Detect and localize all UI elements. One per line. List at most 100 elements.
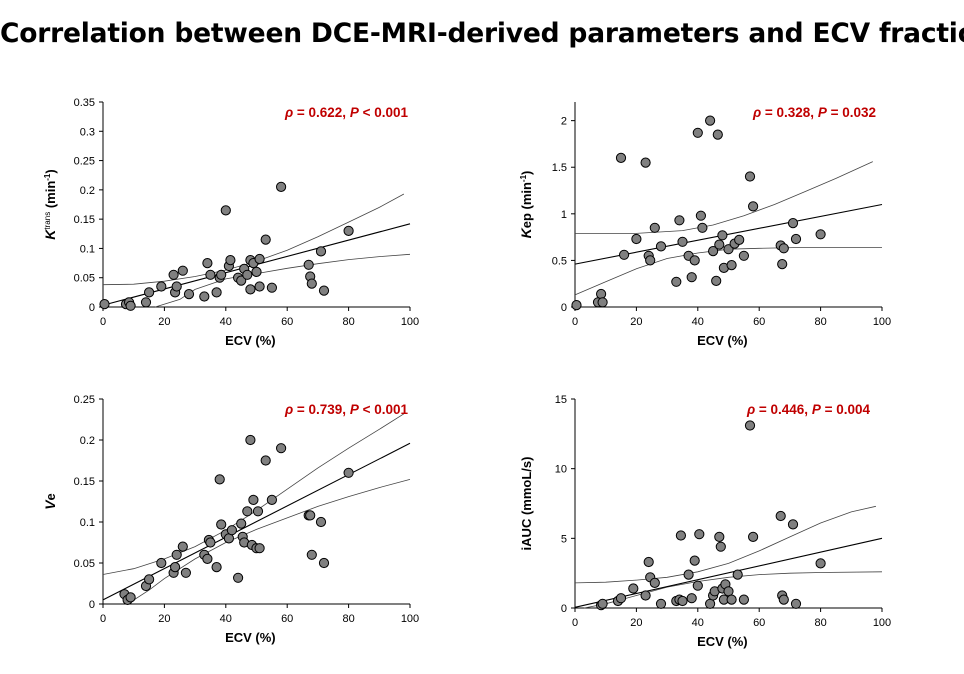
correlation-annotation: ρ = 0.328, P = 0.032 (752, 105, 876, 120)
data-point (597, 598, 608, 609)
y-tick-label: 10 (555, 464, 567, 476)
y-tick-label: 0 (561, 302, 567, 314)
data-point (628, 583, 639, 594)
y-tick-label: 0.25 (74, 156, 95, 168)
correlation-annotation: ρ = 0.622, P < 0.001 (284, 105, 409, 120)
data-point (254, 253, 265, 265)
ci-lower-line (155, 253, 411, 308)
data-point (645, 255, 656, 266)
correlation-annotation: ρ = 0.739, P < 0.001 (284, 402, 409, 417)
data-point (140, 297, 152, 308)
y-tick-label: 0 (89, 599, 95, 611)
data-point (748, 531, 759, 543)
data-point (717, 230, 728, 241)
data-point (695, 210, 707, 221)
data-point (692, 127, 703, 138)
y-tick-label: 0.05 (74, 558, 95, 570)
data-point (260, 234, 271, 245)
chart-iauc: 0 20 40 60 80 100 0 5 10 15 ECV (%) iAUC (mmoL/s) ρ … (519, 394, 891, 649)
data-point (697, 222, 708, 233)
x-tick-label: 100 (873, 316, 891, 328)
data-point (615, 593, 627, 604)
data-point (692, 580, 703, 591)
data-point (732, 569, 743, 580)
data-point (248, 494, 259, 505)
data-point (778, 243, 789, 254)
y-tick-label: 0.05 (74, 273, 95, 285)
data-point (171, 281, 182, 292)
x-tick-label: 20 (630, 316, 642, 328)
data-point (183, 289, 195, 300)
data-point (649, 577, 660, 589)
regression-line (102, 442, 411, 601)
data-point (144, 287, 155, 298)
x-tick-label: 80 (342, 316, 354, 328)
data-point (252, 506, 264, 517)
y-tick-label: 0.3 (80, 126, 95, 138)
data-point (315, 516, 327, 528)
data-point (226, 525, 237, 536)
data-point (677, 236, 688, 247)
y-tick-label: 0.5 (552, 255, 567, 267)
data-point (180, 567, 191, 578)
y-tick-label: 15 (555, 394, 567, 406)
y-tick-label: 0.2 (80, 435, 95, 447)
ci-lower-line (127, 479, 411, 605)
x-tick-label: 20 (158, 613, 170, 625)
x-tick-label: 0 (572, 617, 578, 629)
data-point (715, 541, 726, 552)
data-point (675, 530, 687, 541)
y-tick-label: 1.5 (552, 162, 567, 174)
data-point (318, 285, 330, 296)
data-point (251, 266, 262, 277)
chart-kep: 0 20 40 60 80 100 0 0.5 1 1.5 2 ECV (%) Kep (min-1) ρ… (518, 102, 891, 348)
data-point (571, 300, 582, 311)
data-point (643, 556, 654, 568)
x-tick-label: 40 (220, 613, 232, 625)
data-point (631, 233, 642, 245)
data-point (597, 297, 608, 308)
x-tick-label: 80 (342, 613, 354, 625)
data-point (305, 510, 316, 521)
data-point (266, 494, 277, 505)
data-point (655, 598, 667, 609)
data-point (748, 201, 759, 212)
data-point (315, 246, 327, 257)
x-tick-label: 60 (281, 316, 293, 328)
data-point (674, 215, 685, 226)
data-point (170, 562, 181, 573)
data-point (254, 543, 265, 554)
data-point (260, 455, 271, 466)
data-point (683, 569, 694, 580)
data-point (712, 129, 723, 140)
data-point (199, 291, 210, 302)
y-axis-label: Kep (min-1) (518, 171, 534, 239)
data-point (156, 557, 167, 569)
data-point (343, 467, 354, 478)
x-tick-label: 40 (220, 316, 232, 328)
data-point (714, 531, 725, 543)
data-point (815, 558, 826, 569)
data-point (202, 553, 213, 565)
data-point (686, 272, 697, 283)
x-tick-label: 0 (572, 316, 578, 328)
y-tick-label: 2 (561, 116, 567, 128)
data-point (245, 434, 256, 446)
x-tick-label: 60 (753, 617, 765, 629)
data-point (254, 281, 265, 292)
x-axis-label: ECV (%) (225, 333, 276, 348)
x-tick-label: 80 (814, 617, 826, 629)
y-tick-label: 0.1 (80, 243, 95, 255)
data-point (596, 288, 607, 300)
data-point (689, 555, 700, 566)
data-point (214, 474, 225, 485)
data-point (211, 562, 222, 573)
x-tick-label: 40 (692, 316, 704, 328)
data-point (276, 181, 287, 192)
y-axis-label: Ve (42, 493, 58, 510)
data-point (125, 300, 136, 311)
data-point (694, 529, 705, 540)
data-point (177, 541, 188, 552)
data-point (306, 278, 317, 289)
